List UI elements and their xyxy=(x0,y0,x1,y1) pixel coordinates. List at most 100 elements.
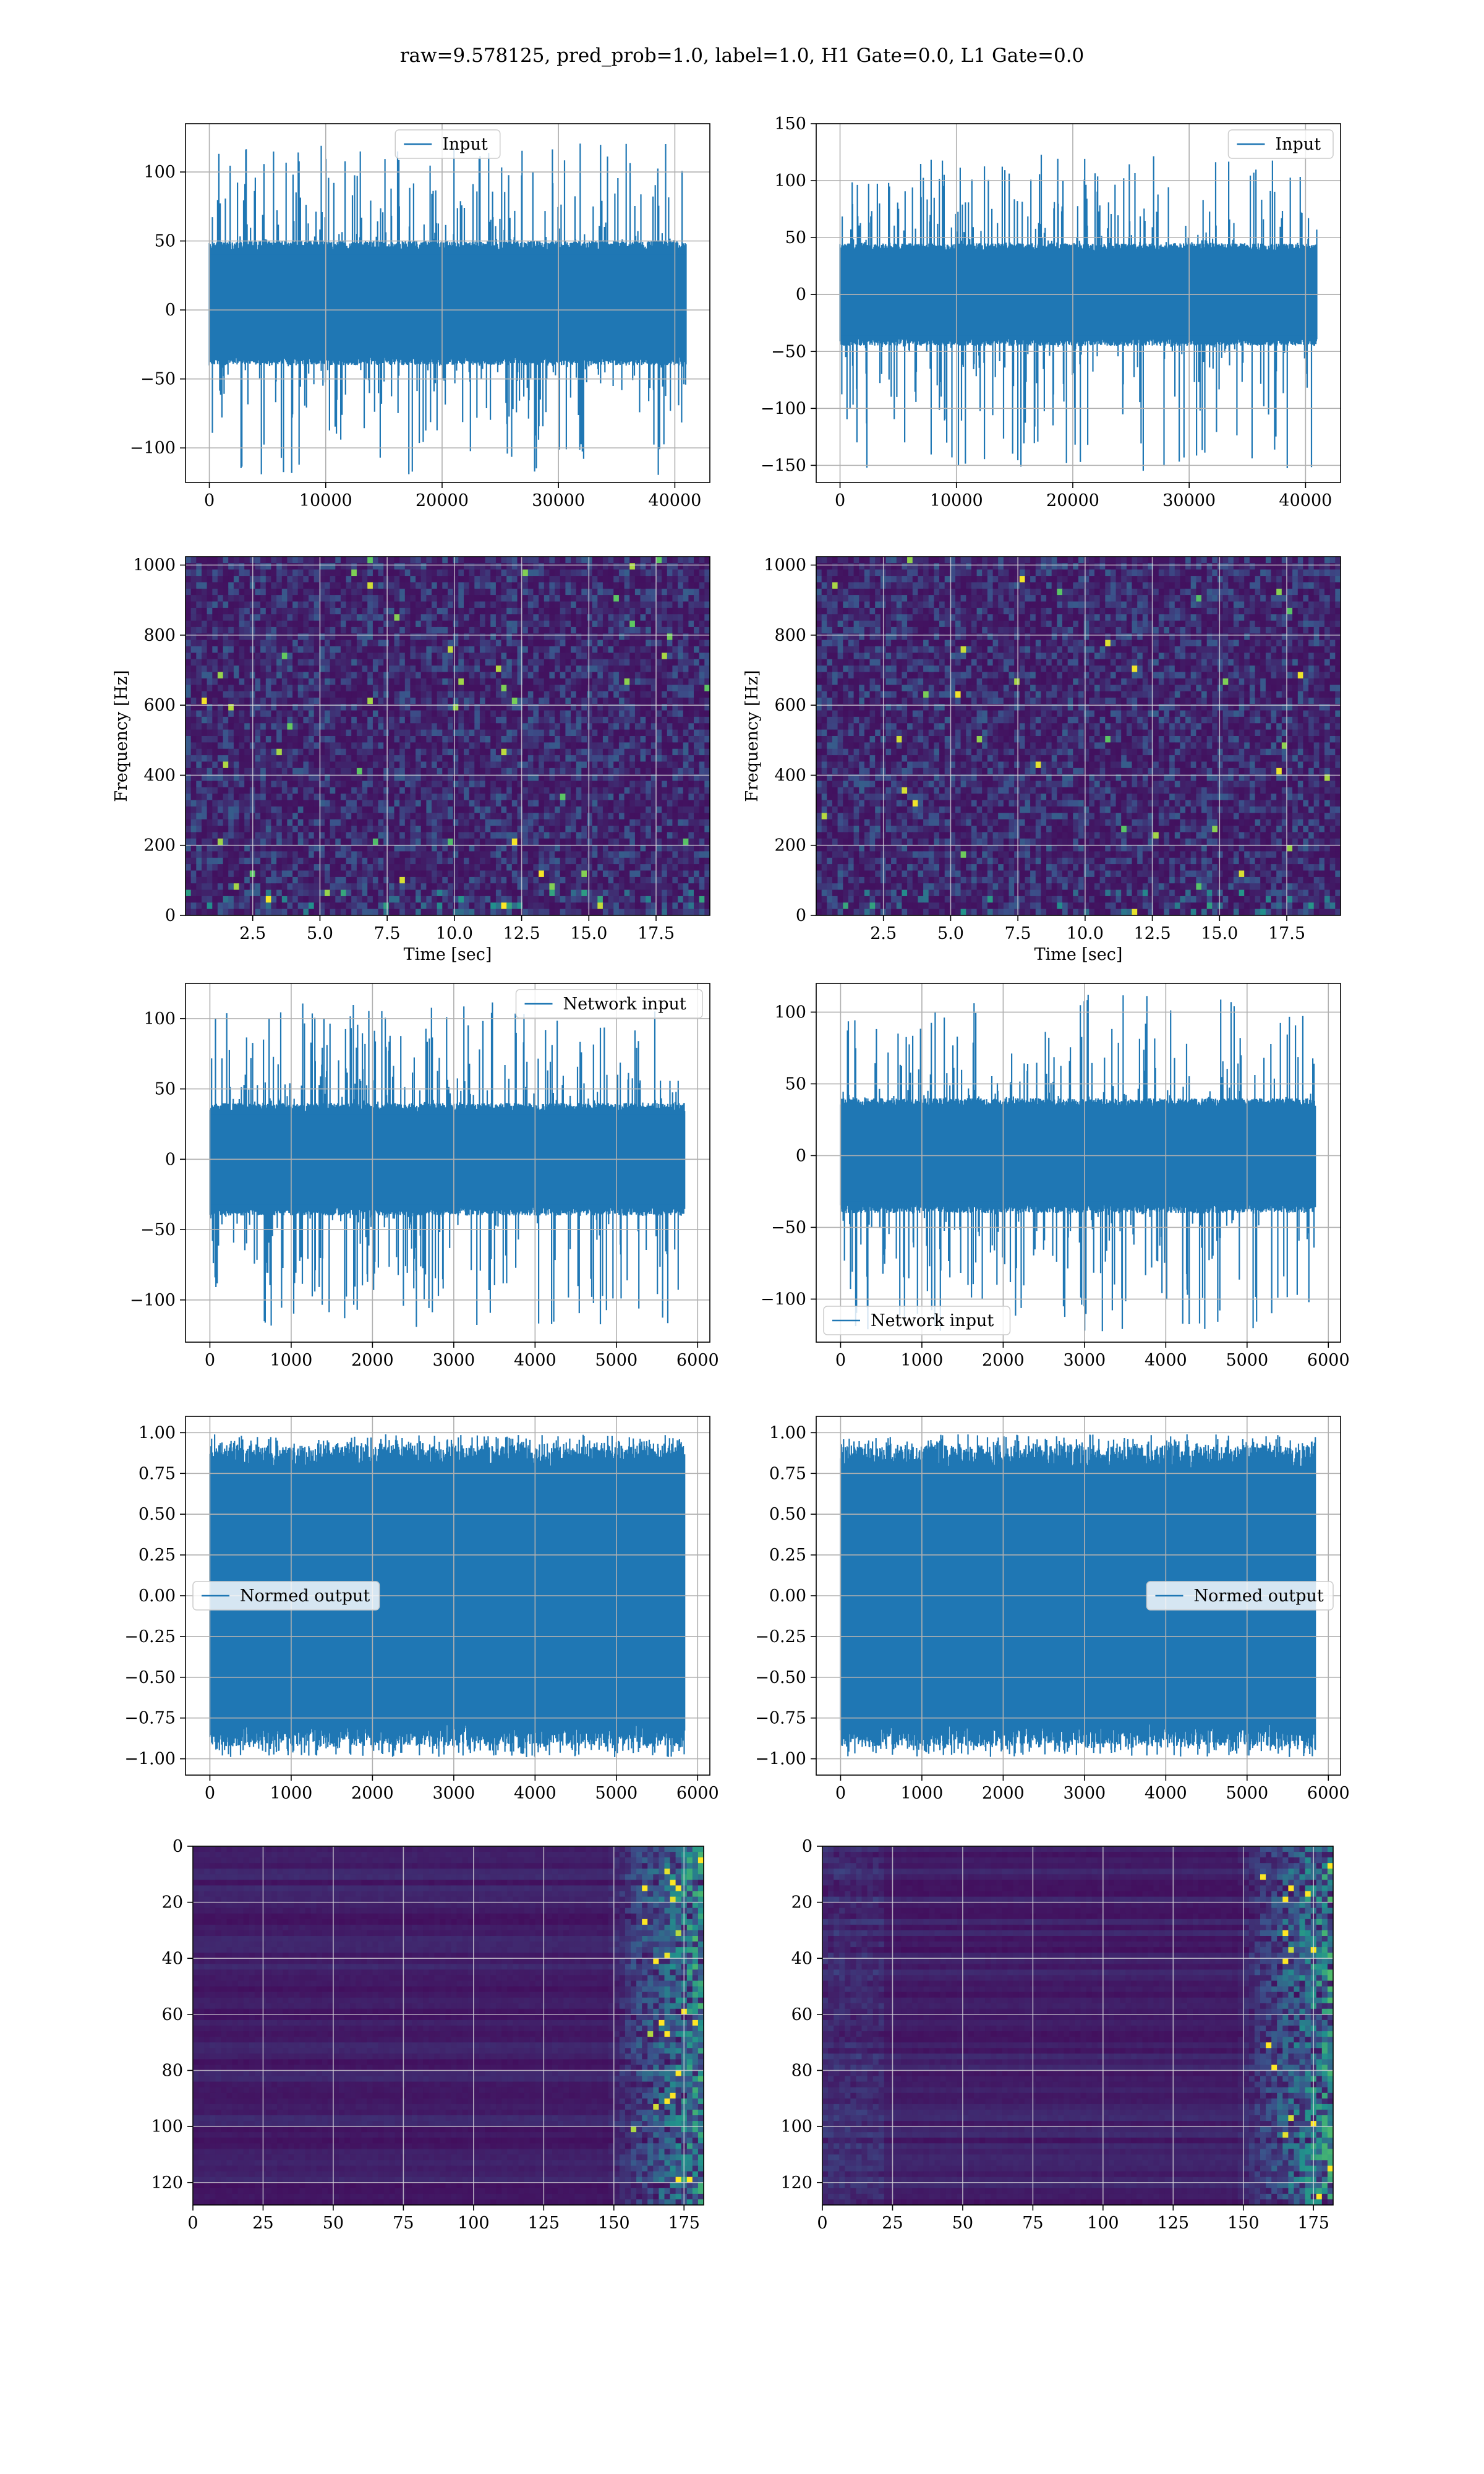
x-tick-label: 5000 xyxy=(595,1784,638,1803)
x-tick-label: 3000 xyxy=(433,1784,475,1803)
x-tick-label: 10.0 xyxy=(436,924,473,943)
x-tick-label: 25 xyxy=(252,2214,273,2233)
y-tick-label: 0.25 xyxy=(139,1546,176,1565)
x-tick-label: 150 xyxy=(598,2214,630,2233)
x-tick-label: 75 xyxy=(393,2214,414,2233)
y-tick-label: 100 xyxy=(774,171,806,190)
legend: Input xyxy=(394,129,501,159)
y-tick-label: −0.50 xyxy=(755,1668,806,1687)
y-tick-label: 400 xyxy=(774,766,806,785)
y-tick-label: 1000 xyxy=(764,556,806,575)
x-tick-label: 40000 xyxy=(648,491,701,510)
x-tick-label: 6000 xyxy=(676,1784,719,1803)
x-tick-label: 10.0 xyxy=(1067,924,1104,943)
legend-box xyxy=(1227,129,1334,159)
axes-frame xyxy=(816,556,1341,916)
y-tick-label: −0.75 xyxy=(755,1709,806,1728)
x-tick-label: 50 xyxy=(323,2214,344,2233)
y-tick-label: 0 xyxy=(796,906,806,925)
x-tick-label: 100 xyxy=(1087,2214,1119,2233)
x-tick-label: 0 xyxy=(187,2214,198,2233)
y-tick-label: 50 xyxy=(155,1080,176,1099)
y-tick-label: 1.00 xyxy=(139,1423,176,1442)
x-tick-label: 0 xyxy=(205,1784,215,1803)
y-tick-label: 100 xyxy=(774,1003,806,1022)
panel-spectrogram-l1: 2.5 5.0 7.5 10.0 12.5 15.0 17.5 0 200 400 600 800 10… xyxy=(743,556,1341,964)
x-tick-label: 15.0 xyxy=(1201,924,1238,943)
y-tick-label: −50 xyxy=(771,1218,806,1237)
legend-label: Normed output xyxy=(240,1586,370,1606)
y-tick-label: 60 xyxy=(791,2005,812,2024)
y-tick-label: 200 xyxy=(774,836,806,855)
y-tick-label: 200 xyxy=(143,836,176,855)
axes-frame xyxy=(185,123,710,483)
legend-label: Network input xyxy=(871,1311,994,1330)
y-tick-label: −0.25 xyxy=(755,1627,806,1646)
y-tick-label: −50 xyxy=(771,342,806,361)
y-tick-label: 80 xyxy=(791,2061,812,2081)
x-tick-label: 2.5 xyxy=(870,924,897,943)
x-tick-label: 12.5 xyxy=(1134,924,1171,943)
y-tick-label: 0 xyxy=(796,1146,806,1165)
x-tick-label: 50 xyxy=(952,2214,973,2233)
x-tick-label: 0 xyxy=(204,491,215,510)
panel-feature-map-l1: 0 25 50 75 100 125 150 175 0 20 40 60 80 100 120 xyxy=(780,1837,1334,2233)
x-tick-label: 5000 xyxy=(595,1351,638,1370)
panel-spectrogram-h1: 2.5 5.0 7.5 10.0 12.5 15.0 17.5 0 200 400 600 800 10… xyxy=(112,556,710,964)
signal-core xyxy=(209,254,686,354)
x-tick-label: 4000 xyxy=(1145,1351,1187,1370)
legend: Normed output xyxy=(192,1581,380,1611)
x-tick-label: 2000 xyxy=(982,1784,1025,1803)
x-tick-label: 0 xyxy=(835,491,845,510)
y-tick-label: 40 xyxy=(791,1949,812,1968)
x-tick-label: 150 xyxy=(1227,2214,1260,2233)
y-tick-label: 1.00 xyxy=(769,1423,806,1442)
x-tick-label: 30000 xyxy=(532,491,585,510)
y-tick-label: 120 xyxy=(780,2173,812,2193)
panel-network-input-h1: 0 1000 2000 3000 4000 5000 6000 −100 −50 0 50 100 Ne… xyxy=(130,983,719,1370)
x-tick-label: 0 xyxy=(205,1351,215,1370)
y-tick-label: −100 xyxy=(761,399,806,418)
y-axis-label: Frequency [Hz] xyxy=(743,670,762,802)
y-tick-label: 400 xyxy=(143,766,176,785)
y-tick-label: 100 xyxy=(143,1009,176,1029)
x-tick-label: 3000 xyxy=(433,1351,475,1370)
y-tick-label: 40 xyxy=(162,1949,183,1968)
y-tick-label: 0.75 xyxy=(769,1464,806,1483)
x-tick-label: 17.5 xyxy=(638,924,675,943)
x-tick-label: 4000 xyxy=(514,1784,556,1803)
legend-box xyxy=(515,989,703,1019)
x-tick-label: 3000 xyxy=(1064,1351,1106,1370)
y-tick-label: 50 xyxy=(155,232,176,251)
heatmap-cells xyxy=(186,557,710,915)
x-tick-label: 20000 xyxy=(1046,491,1099,510)
x-tick-label: 40000 xyxy=(1279,491,1332,510)
y-tick-label: 0.50 xyxy=(139,1505,176,1524)
y-tick-label: −50 xyxy=(140,370,176,389)
y-tick-label: 0.25 xyxy=(769,1546,806,1565)
x-tick-label: 6000 xyxy=(1307,1784,1350,1803)
y-tick-label: 0 xyxy=(165,301,176,320)
legend: Network input xyxy=(515,989,703,1019)
x-tick-label: 0 xyxy=(835,1784,846,1803)
x-tick-label: 30000 xyxy=(1162,491,1216,510)
x-tick-label: 125 xyxy=(528,2214,560,2233)
heatmap-cells xyxy=(193,1846,704,2205)
x-tick-label: 0 xyxy=(835,1351,846,1370)
legend-label: Input xyxy=(442,135,488,154)
y-tick-label: 80 xyxy=(162,2061,183,2081)
legend: Input xyxy=(1227,129,1334,159)
panel-input-h1: 0 10000 20000 30000 40000 −100 −50 0 50 100 Input xyxy=(130,123,710,510)
x-tick-label: 175 xyxy=(668,2214,700,2233)
y-tick-label: −100 xyxy=(130,1291,176,1310)
x-tick-label: 175 xyxy=(1297,2214,1329,2233)
y-tick-label: 0 xyxy=(796,285,806,304)
axes-frame xyxy=(185,556,710,916)
x-tick-label: 2000 xyxy=(351,1784,394,1803)
axes-frame xyxy=(816,983,1341,1343)
x-tick-label: 2000 xyxy=(982,1351,1025,1370)
x-tick-label: 0 xyxy=(817,2214,827,2233)
y-tick-label: 100 xyxy=(780,2117,812,2136)
x-tick-label: 1000 xyxy=(901,1351,944,1370)
axes-frame xyxy=(185,983,710,1343)
